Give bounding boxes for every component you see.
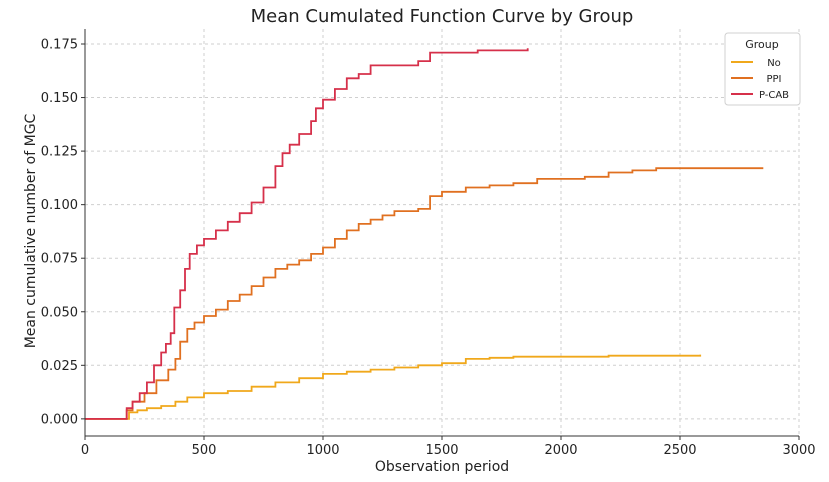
x-axis-title: Observation period	[375, 459, 509, 475]
x-tick-label: 2500	[663, 443, 696, 458]
chart-title: Mean Cumulated Function Curve by Group	[251, 6, 634, 27]
y-axis-title: Mean cumulative number of MGC	[23, 113, 39, 348]
x-tick-label: 1500	[425, 443, 458, 458]
legend-label: PPI	[766, 74, 781, 85]
x-tick-label: 0	[81, 443, 89, 458]
legend-label: No	[767, 58, 781, 69]
y-tick-label: 0.125	[41, 145, 78, 160]
legend: Group No PPI P-CAB	[724, 32, 801, 106]
y-tick-label: 0.075	[41, 252, 78, 267]
x-axis-ticks: 0 500 1000 1500 2000 2500 3000	[81, 436, 816, 458]
legend-title: Group	[745, 38, 779, 51]
x-tick-label: 500	[192, 443, 217, 458]
y-tick-label: 0.150	[41, 91, 78, 106]
y-tick-label: 0.175	[41, 37, 78, 52]
y-tick-label: 0.000	[41, 412, 78, 427]
y-tick-label: 0.050	[41, 305, 78, 320]
y-tick-label: 0.025	[41, 359, 78, 374]
y-tick-label: 0.100	[41, 198, 78, 213]
grid	[85, 29, 800, 436]
x-tick-label: 3000	[782, 443, 815, 458]
legend-box	[724, 32, 801, 106]
legend-label: P-CAB	[759, 90, 789, 101]
series-line-no	[85, 354, 702, 420]
series-line-ppi	[85, 167, 764, 420]
series-line-p-cab	[85, 48, 529, 420]
y-axis-ticks: 0.000 0.025 0.050 0.075 0.100 0.125 0.150 0.175	[41, 37, 85, 427]
x-tick-label: 1000	[306, 443, 339, 458]
x-tick-label: 2000	[544, 443, 577, 458]
series-lines	[85, 48, 764, 420]
